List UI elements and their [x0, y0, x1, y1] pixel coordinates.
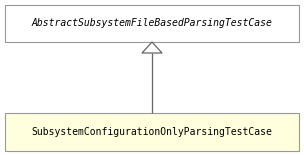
Polygon shape: [142, 42, 162, 53]
Text: SubsystemConfigurationOnlyParsingTestCase: SubsystemConfigurationOnlyParsingTestCas…: [32, 127, 272, 137]
Bar: [5, 5, 299, 42]
Text: AbstractSubsystemFileBasedParsingTestCase: AbstractSubsystemFileBasedParsingTestCas…: [32, 18, 272, 29]
Bar: [5, 113, 299, 151]
